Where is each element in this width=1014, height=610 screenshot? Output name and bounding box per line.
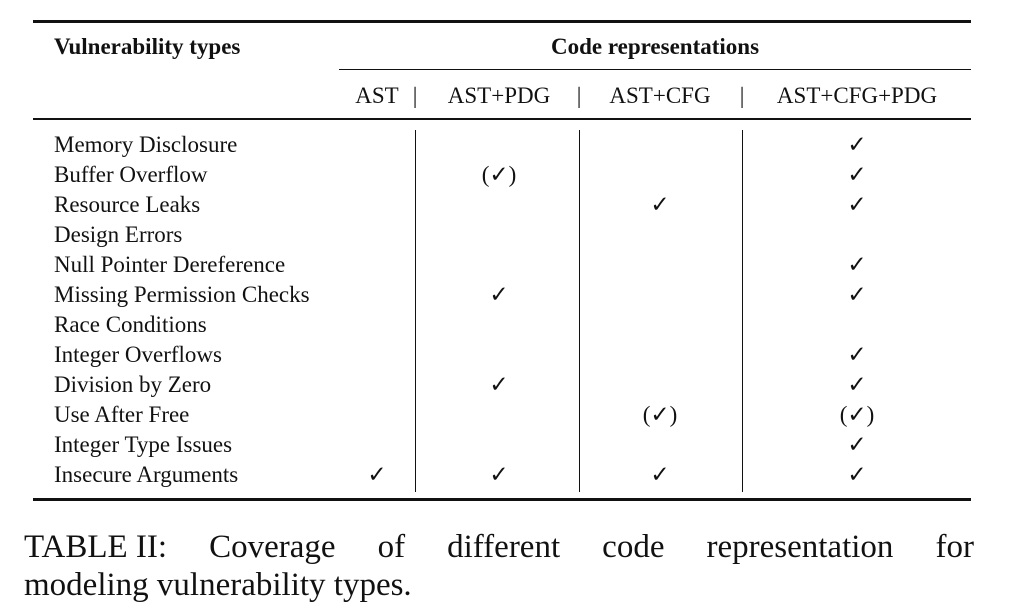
- table-row: Buffer Overflow (✓) ✓: [33, 160, 971, 190]
- row-label: Use After Free: [54, 402, 190, 427]
- caption-word: representation: [706, 529, 894, 565]
- column-divider: [415, 130, 416, 492]
- table-row: Missing Permission Checks ✓ ✓: [33, 280, 971, 310]
- caption-word: of: [377, 529, 406, 565]
- caption-line-1: TABLE II: Coverage of different code rep…: [24, 528, 974, 566]
- row-label: Missing Permission Checks: [54, 282, 310, 307]
- caption-word: for: [935, 529, 974, 565]
- table-row: Use After Free (✓) (✓): [33, 400, 971, 430]
- row-label: Null Pointer Dereference: [54, 252, 286, 277]
- table-row: Race Conditions: [33, 310, 971, 340]
- row-label: Buffer Overflow: [54, 162, 208, 187]
- caption-word: Coverage: [209, 529, 336, 565]
- row-label: Race Conditions: [54, 312, 207, 337]
- coverage-cell: ✓: [847, 462, 867, 487]
- header-vulnerability-types: Vulnerability types: [54, 34, 241, 59]
- coverage-cell: ✓: [489, 372, 509, 397]
- table-bottom-rule: [33, 498, 971, 501]
- column-separator: |: [412, 83, 418, 108]
- coverage-cell: ✓: [650, 462, 670, 487]
- table-row: Division by Zero ✓ ✓: [33, 370, 971, 400]
- caption-line-2: modeling vulnerability types.: [24, 567, 412, 603]
- column-header-ast-pdg: AST+PDG: [447, 83, 551, 108]
- column-separator: |: [739, 83, 745, 108]
- coverage-cell: ✓: [847, 252, 867, 277]
- coverage-cell: (✓): [642, 402, 678, 427]
- column-separator: |: [576, 83, 582, 108]
- table-row: Design Errors: [33, 220, 971, 250]
- coverage-cell: ✓: [489, 462, 509, 487]
- coverage-cell: ✓: [847, 432, 867, 457]
- coverage-cell: ✓: [847, 342, 867, 367]
- table-row: Null Pointer Dereference ✓: [33, 250, 971, 280]
- coverage-cell: ✓: [847, 132, 867, 157]
- column-divider: [742, 130, 743, 492]
- table-mid-rule: [33, 118, 971, 120]
- header-partial-rule: [339, 69, 971, 70]
- row-label: Design Errors: [54, 222, 183, 247]
- row-label: Integer Type Issues: [54, 432, 233, 457]
- header-code-representations: Code representations: [550, 34, 760, 59]
- vulnerability-coverage-table: Vulnerability types Code representations…: [33, 20, 971, 501]
- caption-word: code: [602, 529, 665, 565]
- table-top-rule: [33, 20, 971, 23]
- column-header-ast-cfg-pdg: AST+CFG+PDG: [776, 83, 938, 108]
- caption-word: different: [447, 529, 561, 565]
- coverage-cell: ✓: [847, 192, 867, 217]
- coverage-cell: ✓: [847, 282, 867, 307]
- caption-label: TABLE II:: [24, 529, 168, 565]
- coverage-cell: ✓: [847, 372, 867, 397]
- row-label: Insecure Arguments: [54, 462, 239, 487]
- row-label: Resource Leaks: [54, 192, 201, 217]
- column-header-ast-cfg: AST+CFG: [609, 83, 711, 108]
- table-caption: TABLE II: Coverage of different code rep…: [24, 528, 974, 604]
- row-label: Division by Zero: [54, 372, 212, 397]
- row-label: Memory Disclosure: [54, 132, 238, 157]
- coverage-cell: ✓: [367, 462, 387, 487]
- table-row: Integer Type Issues ✓: [33, 430, 971, 460]
- coverage-cell: ✓: [847, 162, 867, 187]
- table-row: Integer Overflows ✓: [33, 340, 971, 370]
- coverage-cell: ✓: [650, 192, 670, 217]
- coverage-cell: (✓): [839, 402, 875, 427]
- column-header-ast: AST: [355, 83, 399, 108]
- table-row: Memory Disclosure ✓: [33, 130, 971, 160]
- coverage-cell: (✓): [481, 162, 517, 187]
- table-row: Insecure Arguments ✓ ✓ ✓ ✓: [33, 460, 971, 490]
- row-label: Integer Overflows: [54, 342, 222, 367]
- column-subheaders: AST | AST+PDG | AST+CFG | AST+CFG+PDG: [33, 81, 971, 111]
- table-row: Resource Leaks ✓ ✓: [33, 190, 971, 220]
- column-divider: [579, 130, 580, 492]
- coverage-cell: ✓: [489, 282, 509, 307]
